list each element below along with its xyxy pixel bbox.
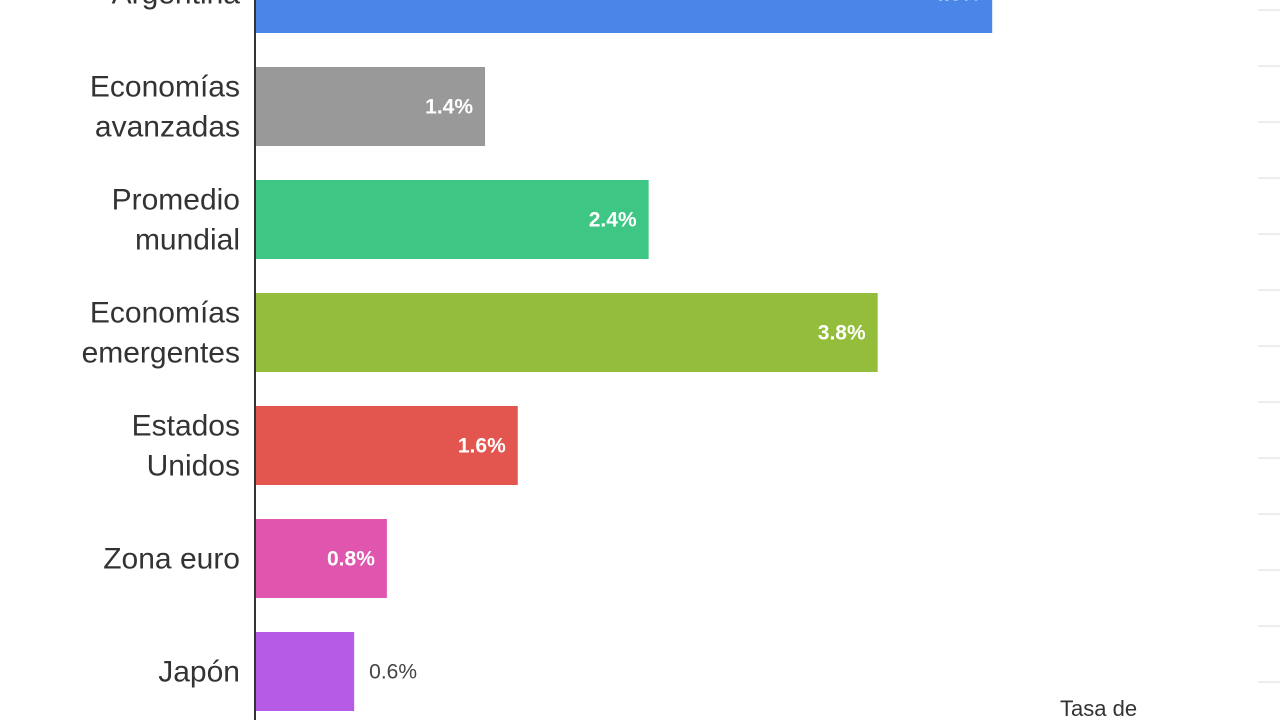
footer-caption: Tasa de <box>1060 696 1138 721</box>
category-label: Argentina <box>112 0 241 11</box>
grid-hints <box>1258 9 1280 683</box>
bar <box>256 180 649 259</box>
value-label: 0.6% <box>369 661 417 684</box>
category-label: Unidos <box>147 450 240 483</box>
category-label: Japón <box>158 656 240 689</box>
bar <box>256 519 387 598</box>
bar <box>256 67 486 146</box>
value-label: 0.8% <box>327 548 375 571</box>
category-label: Promedio <box>112 184 240 217</box>
category-label: Economías <box>90 297 240 330</box>
category-label: Zona euro <box>103 543 240 576</box>
category-label: emergentes <box>82 337 240 370</box>
category-label: avanzadas <box>95 111 240 144</box>
bar <box>256 0 993 33</box>
value-label: 2.4% <box>589 209 637 232</box>
category-label: mundial <box>135 224 240 257</box>
value-label: 3.8% <box>818 322 866 345</box>
category-label: Economías <box>90 71 240 104</box>
category-label: Estados <box>132 410 240 443</box>
value-label: 4.5% <box>932 0 980 6</box>
bar <box>256 293 878 372</box>
bar <box>256 632 355 711</box>
value-label: 1.6% <box>458 435 506 458</box>
bar <box>256 406 518 485</box>
value-label: 1.4% <box>425 96 473 119</box>
